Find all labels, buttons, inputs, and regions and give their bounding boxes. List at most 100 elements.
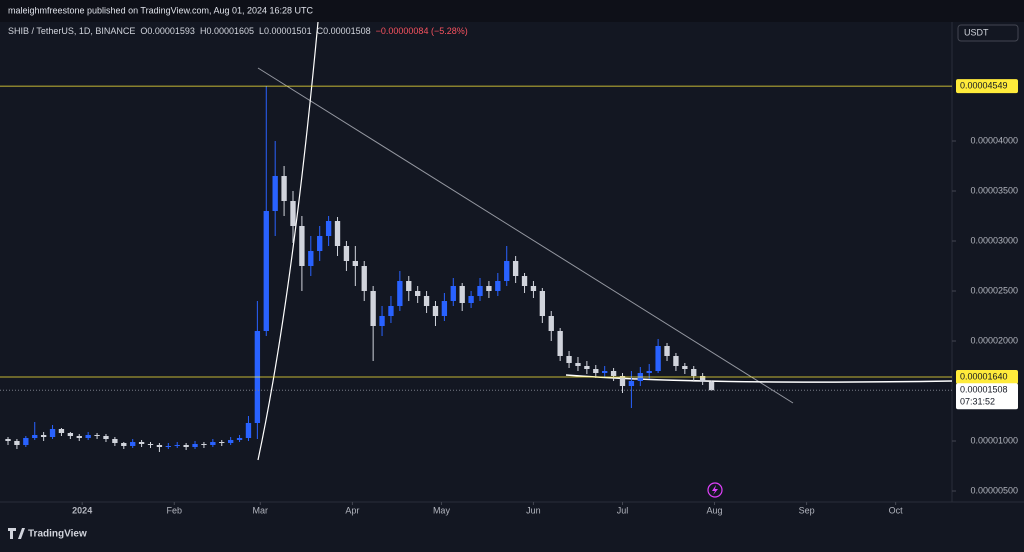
legend-value: L0.00001501 bbox=[259, 26, 312, 36]
candle-body bbox=[192, 444, 198, 447]
candle-body bbox=[281, 176, 287, 201]
candle-body bbox=[130, 442, 136, 446]
candle-body bbox=[548, 316, 554, 331]
x-tick-label: Feb bbox=[167, 505, 183, 515]
candle-body bbox=[512, 261, 519, 276]
candle-body bbox=[103, 436, 109, 439]
candle-body bbox=[272, 176, 278, 211]
x-tick-label: May bbox=[433, 505, 451, 515]
candle-body bbox=[343, 246, 350, 261]
candle-body bbox=[236, 438, 243, 440]
candle-body bbox=[23, 438, 29, 445]
candle-body bbox=[49, 429, 56, 437]
candle-body bbox=[245, 423, 252, 438]
candle-body bbox=[691, 369, 697, 376]
candle-body bbox=[566, 356, 572, 363]
candle-body bbox=[361, 266, 367, 291]
candle-body bbox=[699, 376, 706, 382]
candle-body bbox=[112, 439, 118, 443]
candle-body bbox=[593, 369, 599, 373]
price-line-tag bbox=[956, 370, 1018, 384]
candle-body bbox=[325, 221, 332, 236]
candle-body bbox=[94, 435, 100, 436]
x-tick-label: Aug bbox=[706, 505, 722, 515]
candle-body bbox=[147, 444, 154, 445]
candle-body bbox=[468, 296, 474, 303]
candle-body bbox=[539, 291, 546, 316]
candle-body bbox=[352, 261, 359, 266]
candle-body bbox=[602, 371, 608, 373]
price-line-label: 0.00001640 bbox=[960, 371, 1008, 381]
y-tick-label: 0.00000500 bbox=[970, 485, 1018, 495]
candle-body bbox=[619, 376, 626, 386]
currency-button-label[interactable]: USDT bbox=[964, 27, 989, 37]
candle-body bbox=[450, 286, 456, 301]
candle-body bbox=[32, 435, 38, 438]
legend-value: O0.00001593 bbox=[140, 26, 195, 36]
event-icon[interactable] bbox=[707, 482, 723, 498]
candle-body bbox=[557, 331, 563, 356]
trend-line bbox=[257, 67, 794, 404]
candle-body bbox=[664, 346, 670, 356]
event-icon[interactable] bbox=[712, 485, 718, 495]
legend-value: H0.00001605 bbox=[199, 26, 255, 36]
candle-body bbox=[334, 221, 341, 246]
plot-area bbox=[5, 86, 715, 452]
candle-body bbox=[486, 286, 492, 291]
legend-value: C0.00001508 bbox=[316, 26, 371, 36]
legend-value: −0.00000084 (−5.28%) bbox=[375, 26, 468, 36]
candle-body bbox=[67, 433, 74, 436]
candle-body bbox=[477, 286, 483, 296]
candle-body bbox=[397, 281, 403, 306]
legend: SHIB / TetherUS, 1D, BINANCE O0.00001593 H… bbox=[8, 26, 473, 36]
candle-body bbox=[174, 445, 180, 446]
candle-body bbox=[210, 442, 216, 445]
candle-body bbox=[432, 306, 439, 316]
candle-body bbox=[379, 316, 385, 326]
y-tick-label: 0.00004000 bbox=[970, 135, 1018, 145]
candle-body bbox=[521, 276, 528, 286]
x-tick-label: Mar bbox=[253, 505, 269, 515]
curve-drawing bbox=[565, 374, 953, 383]
candle-body bbox=[85, 435, 91, 438]
countdown: 07:31:52 bbox=[960, 397, 995, 407]
candle-body bbox=[290, 201, 296, 226]
candle-body bbox=[227, 440, 234, 443]
candle-body bbox=[406, 281, 412, 291]
candle-body bbox=[201, 444, 207, 445]
candle-body bbox=[317, 236, 323, 251]
x-tick-label: Apr bbox=[345, 505, 359, 515]
header: maleighmfreestone published on TradingVi… bbox=[8, 5, 314, 15]
candle-body bbox=[58, 429, 65, 433]
y-tick-label: 0.00003500 bbox=[970, 185, 1018, 195]
last-price-label: 0.00001508 bbox=[960, 385, 1008, 395]
y-tick-label: 0.00001000 bbox=[970, 435, 1018, 445]
candle-body bbox=[646, 371, 652, 373]
candle-body bbox=[156, 445, 163, 447]
candle-body bbox=[388, 306, 394, 316]
x-tick-label: 2024 bbox=[72, 505, 92, 515]
candle-body bbox=[5, 439, 11, 441]
candle-body bbox=[655, 346, 661, 371]
candle-body bbox=[423, 296, 430, 306]
header-bar bbox=[0, 0, 1024, 22]
y-tick-label: 0.00002500 bbox=[970, 285, 1018, 295]
candle-body bbox=[76, 436, 82, 438]
candle-body bbox=[708, 381, 715, 391]
candle-body bbox=[138, 442, 145, 444]
candle-body bbox=[673, 356, 679, 366]
candle-body bbox=[504, 261, 510, 281]
candle-body bbox=[414, 291, 421, 296]
candle-body bbox=[495, 281, 501, 291]
footer-bar bbox=[0, 522, 1024, 547]
candle-body bbox=[459, 286, 465, 303]
currency-button[interactable] bbox=[957, 24, 1019, 42]
candle-body bbox=[219, 442, 225, 443]
candle-body bbox=[183, 445, 189, 447]
candle-body bbox=[165, 446, 171, 447]
last-price-tag bbox=[956, 383, 1018, 410]
footer-brand: TradingView bbox=[28, 529, 87, 540]
candle-body bbox=[308, 251, 314, 266]
